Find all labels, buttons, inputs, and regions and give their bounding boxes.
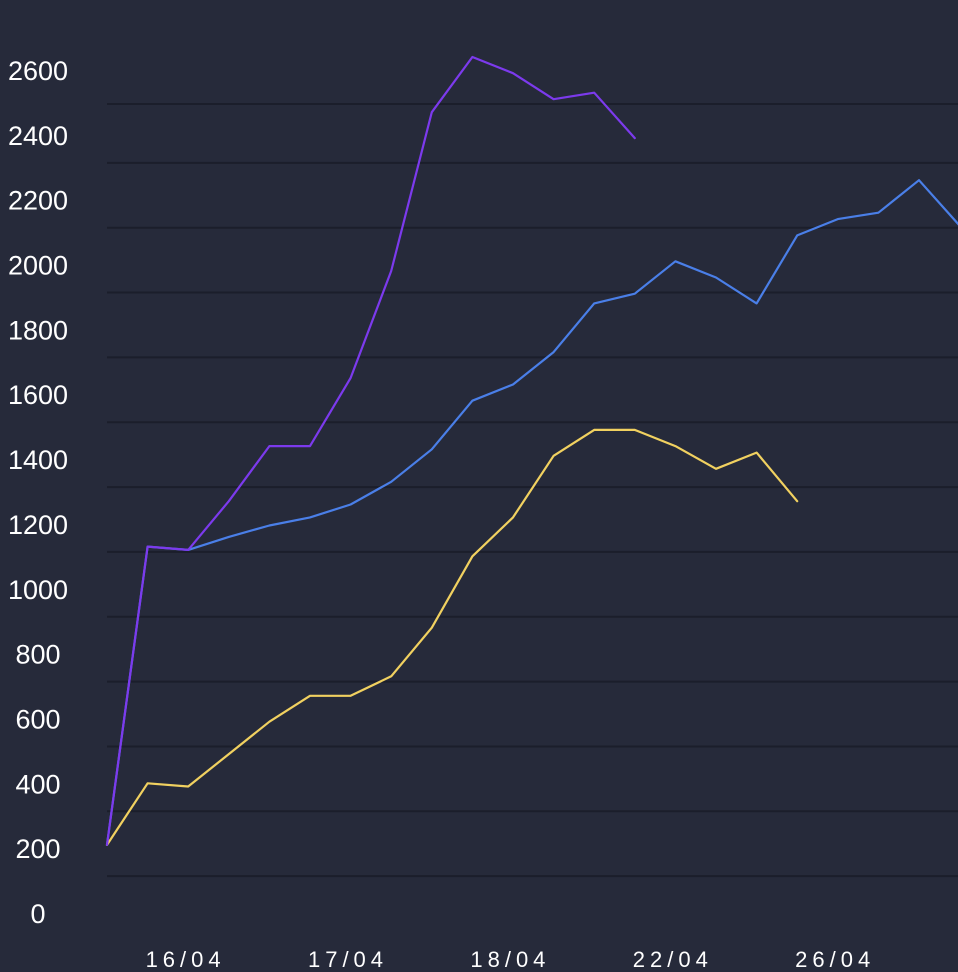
grid-lines <box>107 103 958 878</box>
y-tick-label: 2600 <box>8 56 68 86</box>
y-axis: 0 200 400 600 800 1000 1200 1400 1600 1800 2000 220… <box>8 56 68 929</box>
y-tick-label: 1400 <box>8 445 68 475</box>
series-line-series-b <box>105 179 958 847</box>
series-group <box>105 55 958 847</box>
y-tick-label: 2400 <box>8 121 68 151</box>
y-tick-label: 200 <box>15 834 60 864</box>
y-tick-label: 2200 <box>8 186 68 216</box>
y-tick-label: 400 <box>15 769 60 799</box>
y-tick-label: 1600 <box>8 380 68 410</box>
y-tick-label: 0 <box>30 899 45 929</box>
y-tick-label: 1200 <box>8 510 68 540</box>
x-tick-label: 26/04 <box>795 947 875 972</box>
y-tick-label: 600 <box>15 704 60 734</box>
series-line-series-a <box>105 55 636 847</box>
y-tick-label: 800 <box>15 640 60 670</box>
x-axis: 16/04 17/04 18/04 22/04 26/04 <box>146 947 875 972</box>
series-line-series-c <box>105 428 799 847</box>
y-tick-label: 1800 <box>8 315 68 345</box>
y-tick-label: 1000 <box>8 575 68 605</box>
x-tick-label: 22/04 <box>633 947 713 972</box>
x-tick-label: 16/04 <box>146 947 226 972</box>
x-tick-label: 18/04 <box>470 947 550 972</box>
x-tick-label: 17/04 <box>308 947 388 972</box>
y-tick-label: 2000 <box>8 251 68 281</box>
